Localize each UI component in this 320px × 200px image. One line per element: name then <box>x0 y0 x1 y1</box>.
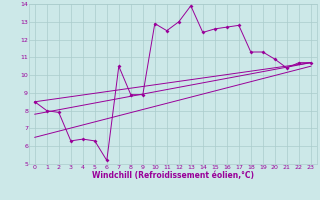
X-axis label: Windchill (Refroidissement éolien,°C): Windchill (Refroidissement éolien,°C) <box>92 171 254 180</box>
